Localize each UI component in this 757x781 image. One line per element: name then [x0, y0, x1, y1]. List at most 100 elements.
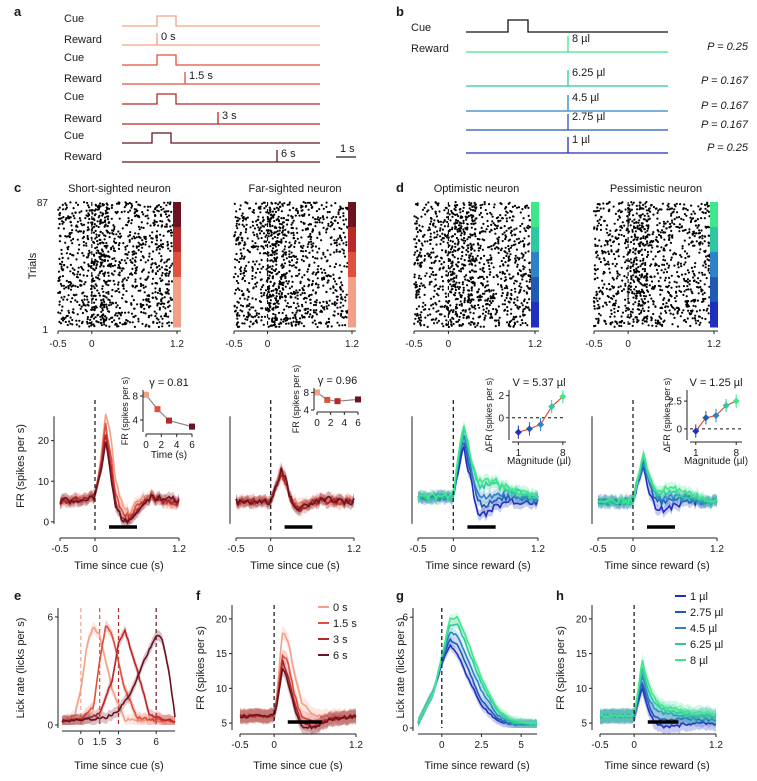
spike-dot — [321, 271, 324, 274]
spike-dot — [654, 321, 657, 324]
spike-dot — [489, 312, 493, 315]
spike-dot — [519, 240, 522, 243]
spike-dot — [243, 225, 246, 228]
spike-dot — [663, 263, 666, 266]
spike-dot — [506, 306, 509, 309]
spike-dot — [676, 263, 679, 266]
spike-dot — [300, 249, 303, 253]
spike-dot — [118, 232, 122, 235]
spike-dot — [486, 259, 489, 262]
spike-dot — [708, 259, 711, 262]
spike-dot — [318, 247, 321, 250]
inset-gamma-far-point — [355, 396, 361, 403]
spike-dot — [519, 230, 522, 233]
spike-dot — [461, 216, 464, 219]
spike-dot — [149, 205, 152, 208]
spike-dot — [635, 263, 638, 266]
spike-dot — [325, 305, 328, 308]
spike-dot — [157, 224, 160, 227]
spike-dot — [418, 224, 421, 227]
spike-dot — [101, 204, 105, 207]
spike-dot — [421, 244, 424, 247]
cue-label: Cue — [64, 13, 84, 25]
spike-dot — [667, 284, 670, 287]
spike-dot — [92, 262, 95, 265]
spike-dot — [130, 302, 133, 305]
spike-dot — [617, 202, 621, 205]
spike-dot — [417, 317, 420, 320]
spike-dot — [123, 323, 126, 326]
spike-dot — [120, 258, 123, 262]
spike-dot — [61, 208, 65, 211]
spike-dot — [633, 280, 636, 283]
spike-dot — [275, 242, 278, 245]
spike-dot — [249, 320, 252, 323]
spike-dot — [315, 210, 318, 213]
spike-dot — [281, 226, 285, 229]
spike-dot — [685, 295, 688, 298]
spike-dot — [142, 226, 145, 229]
spike-dot — [423, 259, 426, 262]
spike-dot — [274, 210, 277, 213]
spike-dot — [151, 277, 155, 280]
spike-dot — [159, 219, 162, 223]
spike-dot — [684, 280, 688, 283]
spike-dot — [476, 324, 479, 327]
spike-dot — [163, 201, 166, 204]
spike-dot — [699, 235, 702, 238]
spike-dot — [446, 220, 449, 224]
inset-gamma-short-x-tick-label: 6 — [189, 440, 195, 451]
spike-dot — [88, 321, 91, 324]
spike-dot — [414, 222, 417, 225]
spike-dot — [271, 249, 274, 252]
inset-gamma-far-x-tick-label: 6 — [355, 418, 361, 429]
spike-dot — [607, 252, 611, 256]
spike-dot — [438, 260, 441, 263]
spike-dot — [282, 281, 285, 284]
spike-dot — [315, 299, 318, 302]
spike-dot — [243, 274, 246, 277]
spike-dot — [118, 312, 121, 315]
spike-dot — [453, 222, 456, 225]
spike-dot — [150, 258, 154, 261]
spike-dot — [307, 295, 310, 298]
spike-dot — [298, 272, 301, 275]
spike-dot — [57, 208, 60, 211]
spike-dot — [274, 313, 277, 316]
spike-dot — [268, 209, 272, 212]
spike-dot — [650, 244, 653, 247]
spike-dot — [306, 228, 309, 231]
spike-dot — [300, 258, 303, 261]
spike-dot — [233, 304, 236, 307]
spike-dot — [269, 306, 272, 309]
spike-dot — [457, 215, 460, 218]
spike-dot — [125, 322, 128, 325]
spike-dot — [704, 211, 707, 215]
spike-dot — [170, 298, 173, 301]
spike-dot — [278, 232, 281, 235]
raster-far-sighted-colorbar-seg — [348, 252, 356, 278]
spike-dot — [440, 223, 443, 226]
spike-dot — [414, 313, 417, 316]
spike-dot — [595, 297, 598, 300]
spike-dot — [665, 227, 668, 230]
spike-dot — [677, 266, 680, 269]
spike-dot — [510, 234, 513, 237]
spike-dot — [102, 265, 105, 268]
cue-label: Cue — [64, 52, 84, 64]
spike-dot — [461, 210, 464, 213]
spike-dot — [637, 280, 641, 283]
inset-gamma-far-point — [314, 389, 320, 396]
spike-dot — [597, 321, 600, 325]
spike-dot — [484, 314, 487, 317]
spike-dot — [106, 259, 109, 262]
spike-dot — [684, 261, 687, 264]
spike-dot — [641, 243, 644, 246]
spike-dot — [86, 201, 89, 204]
trials-tick-bottom: 1 — [42, 325, 48, 336]
spike-dot — [611, 235, 614, 238]
spike-dot — [63, 295, 66, 298]
spike-dot — [617, 210, 620, 213]
spike-dot — [496, 224, 499, 227]
spike-dot — [268, 301, 271, 305]
